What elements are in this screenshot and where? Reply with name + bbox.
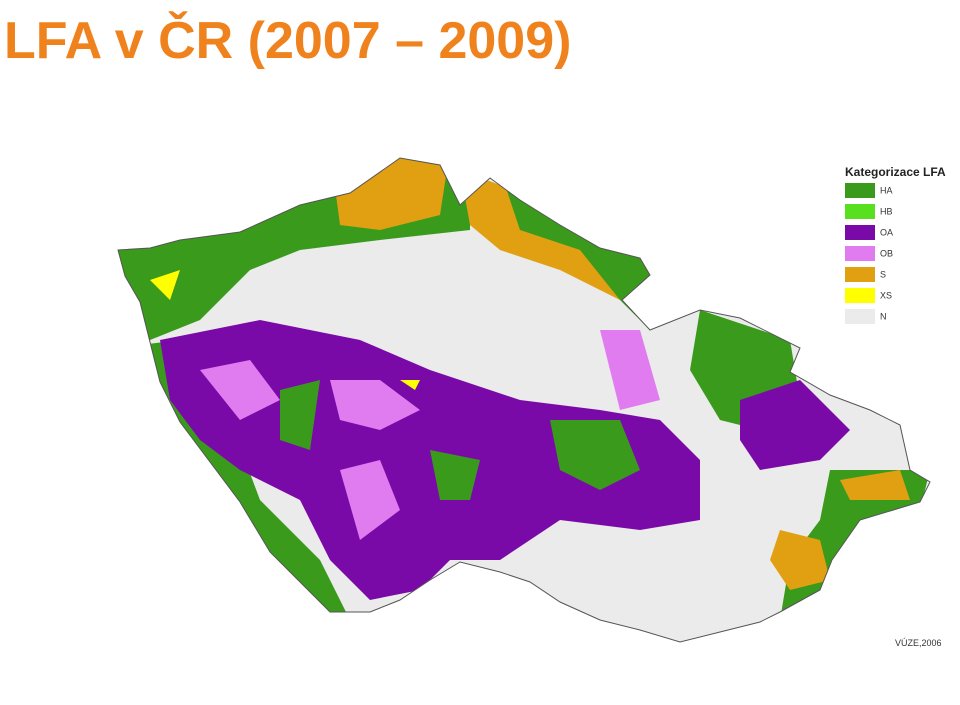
- legend-swatch: [845, 225, 875, 240]
- source: VÚZE,2006: [895, 638, 942, 648]
- legend-label: N: [880, 311, 887, 321]
- legend-label: OA: [880, 227, 893, 237]
- legend-title: Kategorizace LFA: [845, 165, 946, 179]
- slide-title: LFA v ČR (2007 – 2009): [4, 11, 571, 70]
- legend-label: XS: [880, 290, 892, 300]
- legend-swatch: [845, 288, 875, 303]
- legend-swatch: [845, 183, 875, 198]
- legend-swatch: [845, 204, 875, 219]
- legend-swatch: [845, 267, 875, 282]
- map-border: [117, 157, 931, 643]
- map: [118, 158, 930, 642]
- legend-label: S: [880, 269, 886, 279]
- legend-label: OB: [880, 248, 893, 258]
- legend-swatch: [845, 309, 875, 324]
- legend-label: HB: [880, 206, 893, 216]
- legend-swatch: [845, 246, 875, 261]
- legend: Kategorizace LFA HA HB OA OB S XS N: [845, 165, 946, 324]
- legend-label: HA: [880, 185, 893, 195]
